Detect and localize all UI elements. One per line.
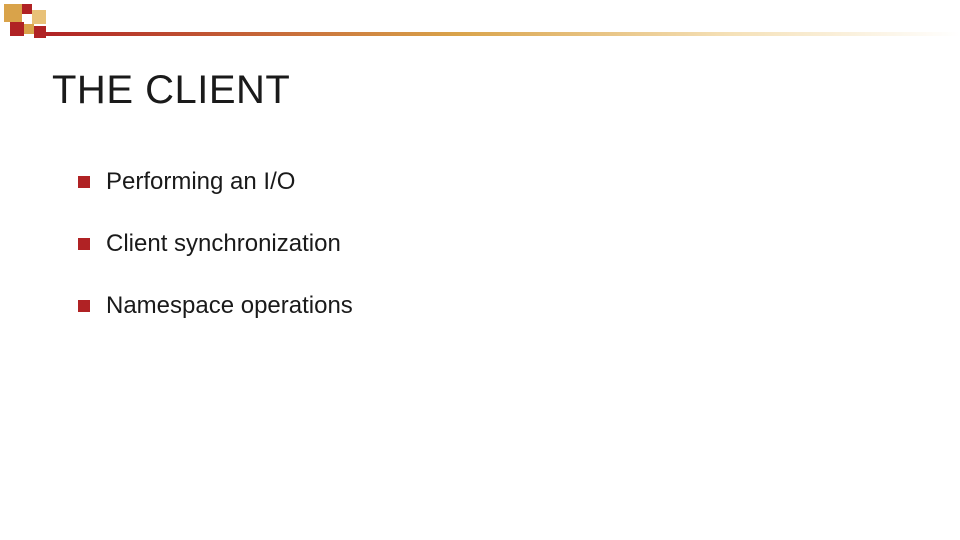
bullet-text: Namespace operations [106, 292, 353, 320]
corner-decor [4, 4, 48, 38]
list-item: Namespace operations [78, 292, 353, 320]
decor-square [24, 24, 34, 34]
bullet-text: Client synchronization [106, 230, 341, 258]
bullet-square-icon [78, 238, 90, 250]
decor-square [22, 4, 32, 14]
bullet-list: Performing an I/O Client synchronization N… [78, 168, 353, 354]
decor-square [10, 22, 24, 36]
decor-square [32, 10, 46, 24]
list-item: Performing an I/O [78, 168, 353, 196]
list-item: Client synchronization [78, 230, 353, 258]
accent-line [44, 32, 960, 36]
slide-title: THE CLIENT [52, 68, 290, 113]
bullet-square-icon [78, 300, 90, 312]
bullet-square-icon [78, 176, 90, 188]
bullet-text: Performing an I/O [106, 168, 295, 196]
decor-square [4, 4, 22, 22]
